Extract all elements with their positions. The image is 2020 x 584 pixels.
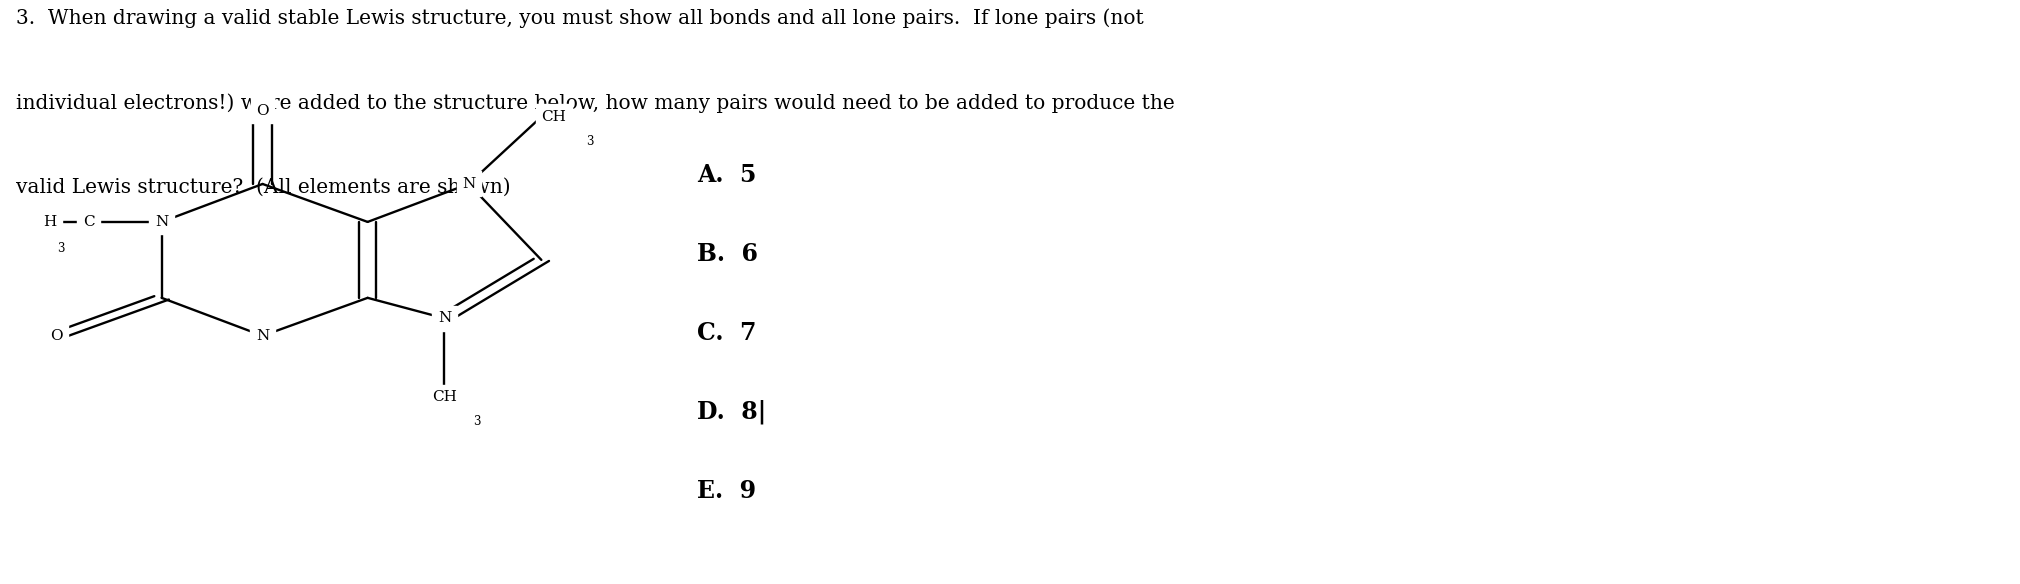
Text: N: N [463, 177, 475, 191]
Text: CH: CH [541, 110, 566, 124]
Text: A.  5: A. 5 [697, 163, 755, 187]
Text: N: N [257, 329, 269, 343]
Text: 3: 3 [57, 242, 65, 255]
Text: N: N [438, 311, 450, 325]
Text: C: C [83, 215, 95, 229]
Text: 3.  When drawing a valid stable Lewis structure, you must show all bonds and all: 3. When drawing a valid stable Lewis str… [16, 9, 1143, 29]
Text: CH: CH [432, 390, 457, 404]
Text: B.  6: B. 6 [697, 242, 758, 266]
Text: 3: 3 [473, 415, 481, 428]
Text: 3: 3 [586, 135, 594, 148]
Text: D.  8|: D. 8| [697, 399, 766, 424]
Text: O: O [50, 329, 63, 343]
Text: H: H [42, 215, 57, 229]
Text: O: O [257, 104, 269, 118]
Text: N: N [156, 215, 168, 229]
Text: E.  9: E. 9 [697, 478, 755, 503]
Text: individual electrons!) were added to the structure below, how many pairs would n: individual electrons!) were added to the… [16, 93, 1176, 113]
Text: C.  7: C. 7 [697, 321, 755, 345]
Text: valid Lewis structure?  (All elements are shown): valid Lewis structure? (All elements are… [16, 178, 511, 197]
